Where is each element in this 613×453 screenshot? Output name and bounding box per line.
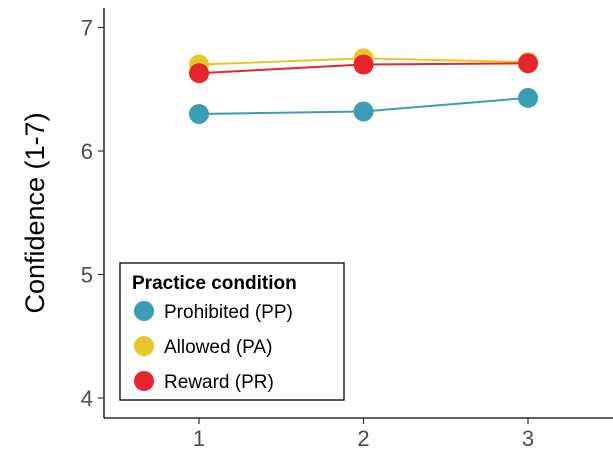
axes: 4 5 6 7 1 2 3 bbox=[81, 8, 613, 451]
legend-swatch bbox=[134, 336, 154, 356]
x-tick-label: 3 bbox=[522, 426, 534, 448]
data-point bbox=[353, 54, 374, 75]
legend-entry: Allowed (PA) bbox=[164, 337, 272, 358]
legend: Practice condition Prohibited (PP) Allowed… bbox=[119, 262, 345, 401]
legend-entry: Prohibited (PP) bbox=[164, 302, 293, 323]
y-axis-label: Confidence (1-7) bbox=[20, 112, 50, 313]
legend-box bbox=[119, 262, 345, 401]
y-tick-label: 5 bbox=[81, 263, 93, 288]
y-tick-label: 4 bbox=[81, 386, 93, 411]
legend-swatch bbox=[134, 301, 154, 321]
data-point bbox=[353, 101, 374, 122]
legend-swatch bbox=[134, 371, 154, 391]
data-point bbox=[189, 63, 209, 84]
legend-title: Practice condition bbox=[132, 273, 297, 294]
series-layer bbox=[189, 48, 538, 124]
data-point bbox=[518, 87, 538, 108]
data-point bbox=[189, 103, 209, 124]
y-tick-label: 7 bbox=[81, 16, 93, 41]
legend-entry: Reward (PR) bbox=[164, 372, 274, 393]
x-tick-label: 2 bbox=[357, 426, 369, 448]
data-point bbox=[518, 53, 538, 74]
x-tick-label: 1 bbox=[193, 426, 205, 448]
y-tick-label: 6 bbox=[81, 139, 93, 164]
